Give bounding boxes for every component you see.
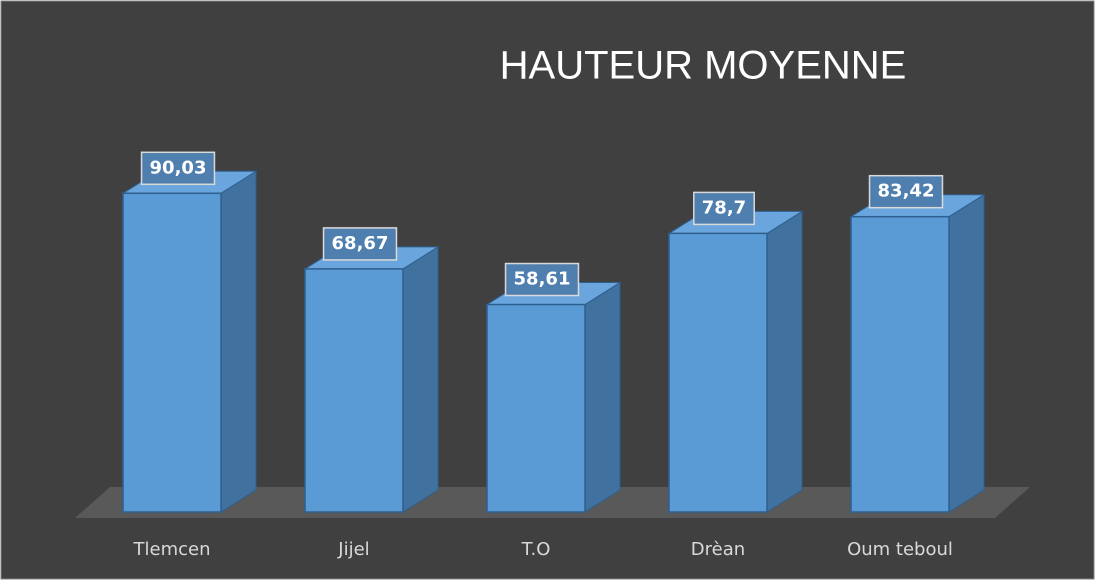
data-label: 68,67 [332,233,389,254]
chart-title: HAUTEUR MOYENNE [500,44,907,88]
data-label-box [322,227,398,261]
bar [304,268,404,513]
data-label: 90,03 [150,157,207,178]
bar [486,303,586,513]
bar-side [766,210,803,513]
data-label: 58,61 [514,269,571,290]
data-label-box [693,191,755,226]
bar-side [402,246,439,513]
bar-side [584,281,621,513]
bar [850,215,950,513]
x-tick-label: Tlemcen [133,539,211,560]
data-label: 83,42 [878,181,935,202]
x-tick-label: Jijel [337,539,369,560]
x-tick-label: Oum teboul [847,539,953,560]
data-label-box [868,174,944,209]
data-label-box [140,151,216,186]
data-label: 78,7 [702,197,746,218]
x-tick-label: T.O [521,539,551,560]
x-tick-label: Drèan [691,539,745,560]
bar [122,192,222,513]
bar-side [220,170,257,513]
bar-side [948,193,985,513]
data-label-box [504,262,580,297]
bar [668,232,768,513]
